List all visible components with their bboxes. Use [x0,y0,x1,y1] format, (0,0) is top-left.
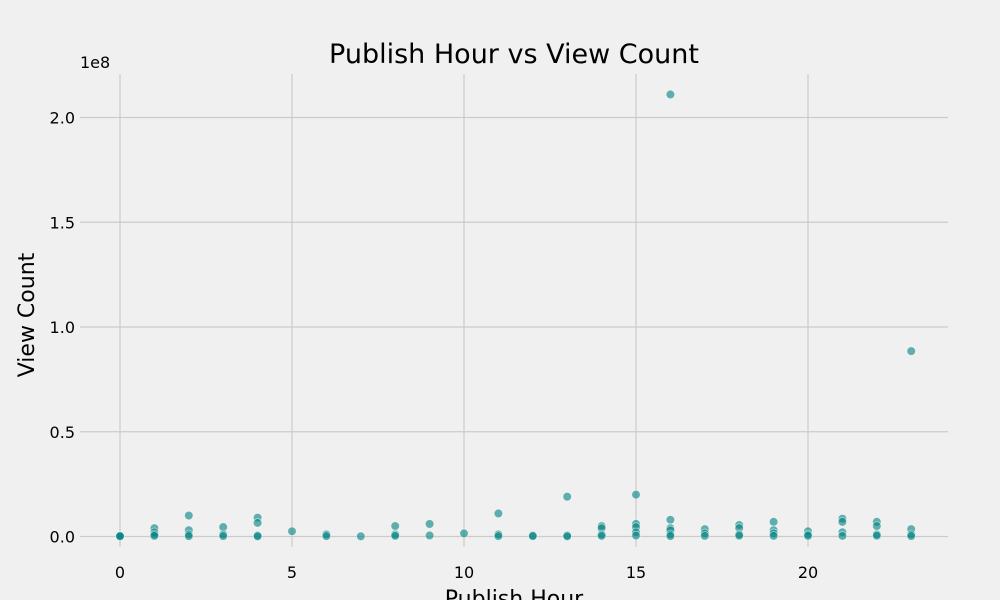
data-point [631,489,641,500]
data-point [321,531,332,541]
data-point [665,515,676,525]
data-point [115,531,125,541]
data-point [906,346,916,356]
y-axis-label: View Count [15,252,40,377]
y-tick-label: 1.0 [50,318,75,337]
data-point [252,518,263,528]
data-point [665,89,676,100]
data-point [356,531,366,541]
y-tick-label: 0.0 [50,528,75,547]
x-tick-label: 0 [115,563,125,582]
data-point [390,521,400,531]
data-point [665,531,676,541]
data-point [390,531,400,541]
data-point [906,531,916,541]
data-point [149,531,160,541]
data-point [287,526,297,536]
data-point [596,531,607,541]
data-point [631,530,641,541]
data-points [115,89,916,541]
data-point [562,491,572,502]
data-point [734,530,744,541]
data-point [803,531,813,541]
grid-lines [80,74,948,547]
data-point [768,517,779,527]
data-point [493,508,504,519]
data-point [872,521,882,531]
tick-labels: 0 5 10 15 20 0.0 0.5 1.0 1.5 2.0 [50,109,819,583]
y-tick-label: 0.5 [50,423,75,442]
x-tick-label: 10 [454,563,474,582]
x-tick-label: 20 [798,563,818,582]
data-point [424,519,435,529]
data-point [424,530,435,541]
data-point [837,531,848,541]
data-point [528,531,538,541]
x-axis-label: Publish Hour [445,587,584,600]
x-tick-label: 15 [626,563,646,582]
data-point [184,531,194,541]
data-point [700,531,710,541]
data-point [218,531,228,541]
x-tick-label: 5 [287,563,297,582]
data-point [768,531,779,541]
data-point [872,530,882,541]
data-point [252,531,263,541]
data-point [184,510,194,521]
y-offset-label: 1e8 [80,53,110,72]
y-tick-label: 1.5 [50,213,75,232]
data-point [493,531,504,541]
data-point [562,531,572,541]
data-point [837,517,848,527]
y-tick-label: 2.0 [50,109,75,128]
chart-title: Publish Hour vs View Count [329,39,699,70]
data-point [459,528,469,539]
